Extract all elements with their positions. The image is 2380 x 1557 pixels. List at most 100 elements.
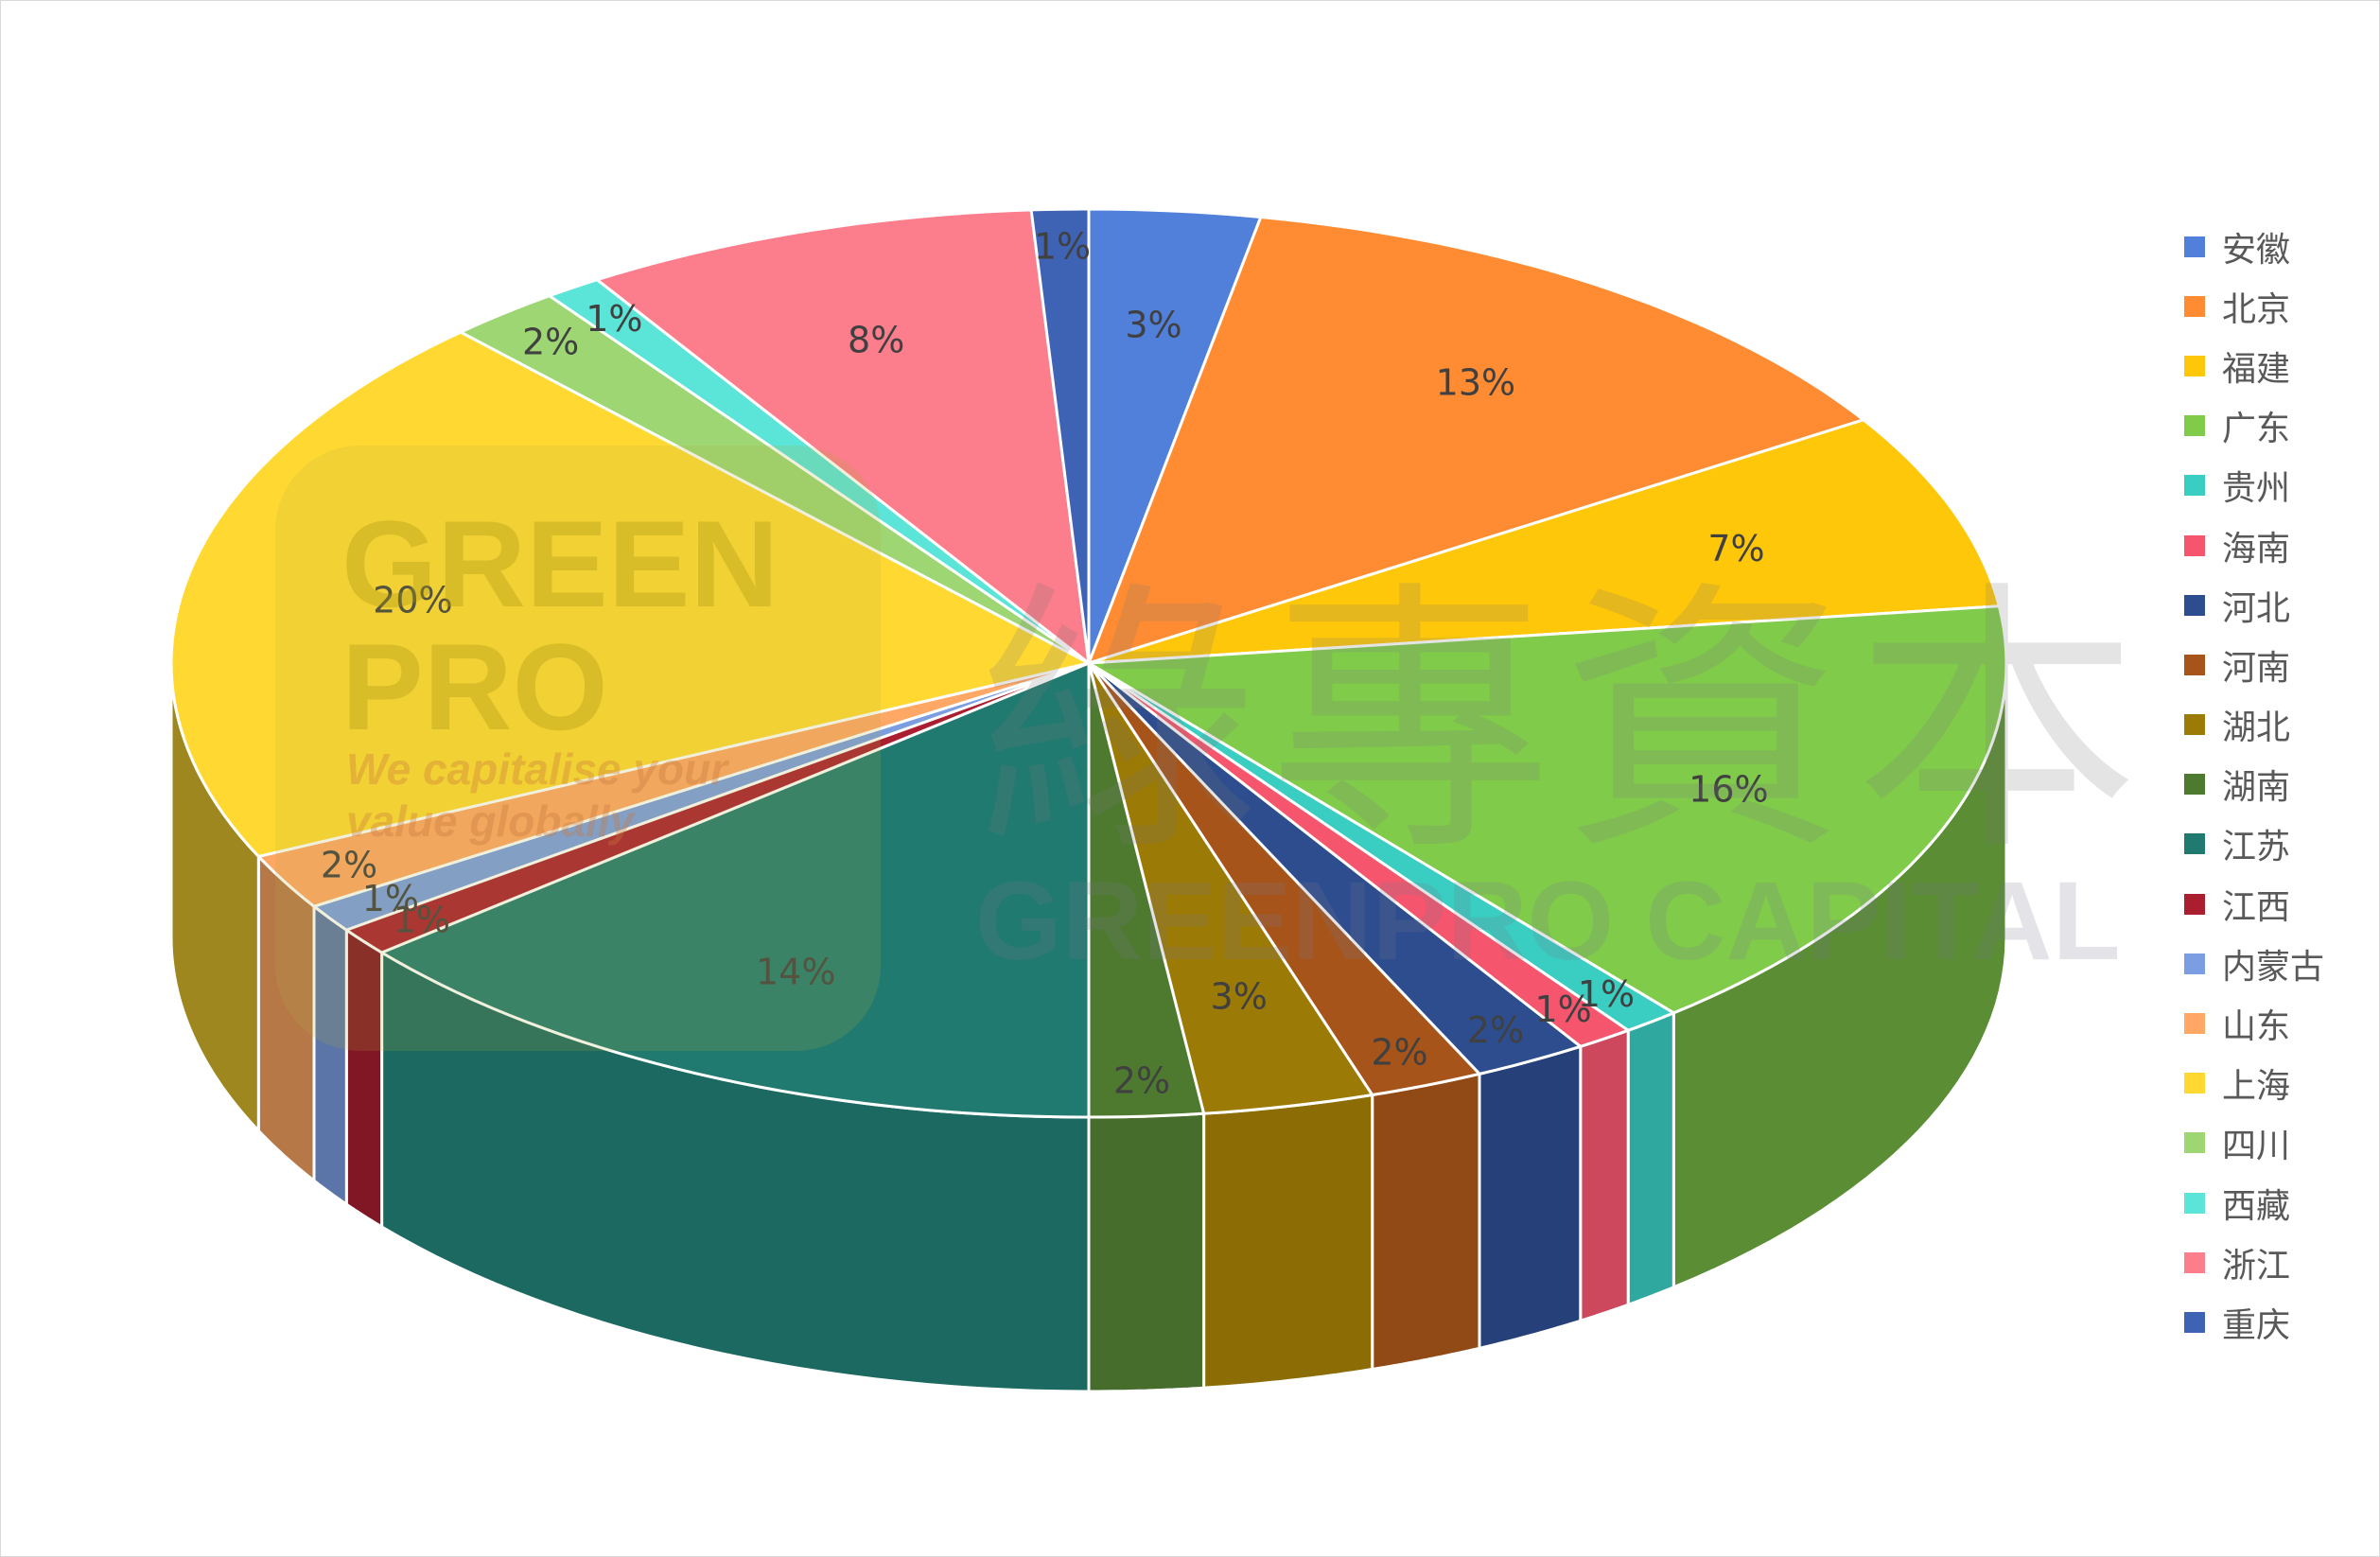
slice-side-9 xyxy=(1087,1111,1206,1393)
data-label: 1% xyxy=(362,878,419,919)
data-label: 2% xyxy=(1113,1060,1170,1102)
data-label: 1% xyxy=(1034,226,1091,268)
legend-item[interactable]: 海南 xyxy=(2184,516,2324,575)
legend-label: 江西 xyxy=(2222,887,2291,927)
legend-item[interactable]: 内蒙古 xyxy=(2184,934,2324,993)
legend-swatch xyxy=(2184,1251,2205,1273)
legend-swatch xyxy=(2184,893,2205,915)
slice-side-8 xyxy=(1202,1093,1374,1390)
legend-item[interactable]: 湖南 xyxy=(2184,755,2324,814)
legend-label: 四川 xyxy=(2222,1127,2291,1166)
data-label: 1% xyxy=(1578,973,1635,1015)
slice-side-11 xyxy=(344,927,384,1230)
data-label: 2% xyxy=(1371,1032,1427,1074)
slice-北京[interactable] xyxy=(1086,215,1867,666)
legend-label: 浙江 xyxy=(2222,1246,2291,1286)
data-label: 7% xyxy=(1707,528,1764,569)
slice-side-5 xyxy=(1579,1028,1630,1323)
legend-item[interactable]: 湖北 xyxy=(2184,695,2324,755)
legend-swatch xyxy=(2184,295,2205,317)
legend-swatch xyxy=(2184,534,2205,556)
legend-label: 海南 xyxy=(2222,529,2291,569)
legend-label: 广东 xyxy=(2222,410,2291,449)
slice-江苏[interactable] xyxy=(378,660,1091,1119)
legend-label: 安徽 xyxy=(2222,230,2291,270)
data-label: 1% xyxy=(1534,988,1591,1030)
legend-label: 山东 xyxy=(2222,1007,2291,1047)
slice-重庆[interactable] xyxy=(1029,207,1091,664)
legend-swatch xyxy=(2184,475,2205,497)
slice-浙江[interactable] xyxy=(593,208,1091,667)
slice-side-4 xyxy=(1626,1010,1675,1307)
data-label: 13% xyxy=(1436,361,1515,403)
legend-swatch xyxy=(2184,774,2205,796)
legend-item[interactable]: 上海 xyxy=(2184,1054,2324,1113)
slice-广东[interactable] xyxy=(1084,604,2008,1015)
data-label: 8% xyxy=(848,320,904,361)
legend-label: 北京 xyxy=(2222,289,2291,329)
slice-side-12 xyxy=(312,903,348,1207)
legend-swatch xyxy=(2184,415,2205,437)
data-label: 2% xyxy=(1467,1009,1524,1051)
slice-山东[interactable] xyxy=(255,661,1090,908)
legend-label: 河北 xyxy=(2222,588,2291,628)
data-label: 1% xyxy=(586,298,642,340)
data-label: 2% xyxy=(522,322,579,363)
legend-swatch xyxy=(2184,1132,2205,1154)
legend-swatch xyxy=(2184,953,2205,974)
slice-福建[interactable] xyxy=(1088,418,2002,665)
legend-label: 福建 xyxy=(2222,349,2291,389)
legend-label: 贵州 xyxy=(2222,469,2291,509)
legend-label: 西藏 xyxy=(2222,1186,2291,1226)
legend-swatch xyxy=(2184,654,2205,675)
data-label: 2% xyxy=(321,845,377,886)
legend-item[interactable]: 广东 xyxy=(2184,396,2324,456)
slice-湖南[interactable] xyxy=(1087,662,1206,1119)
legend-item[interactable]: 贵州 xyxy=(2184,456,2324,516)
legend-label: 湖南 xyxy=(2222,768,2291,808)
slice-side-6 xyxy=(1478,1044,1583,1351)
data-label: 3% xyxy=(1211,975,1268,1017)
legend-item[interactable]: 山东 xyxy=(2184,993,2324,1053)
legend-swatch xyxy=(2184,594,2205,616)
legend-swatch xyxy=(2184,1013,2205,1035)
legend-swatch xyxy=(2184,1073,2205,1094)
legend-swatch xyxy=(2184,714,2205,736)
slice-河南[interactable] xyxy=(1087,661,1482,1097)
legend-swatch xyxy=(2184,1192,2205,1214)
legend-item[interactable]: 浙江 xyxy=(2184,1233,2324,1292)
legend-item[interactable]: 江西 xyxy=(2184,874,2324,934)
slice-四川[interactable] xyxy=(457,294,1090,665)
slice-上海[interactable] xyxy=(169,330,1094,859)
data-label: 20% xyxy=(373,580,452,621)
legend-swatch xyxy=(2184,236,2205,257)
data-label: 16% xyxy=(1689,769,1768,811)
slice-side-13 xyxy=(256,852,316,1184)
legend-item[interactable]: 福建 xyxy=(2184,336,2324,395)
slice-side-7 xyxy=(1371,1072,1481,1372)
legend-item[interactable]: 北京 xyxy=(2184,276,2324,336)
data-label: 14% xyxy=(756,952,835,993)
legend-swatch xyxy=(2184,355,2205,376)
legend-label: 河南 xyxy=(2222,648,2291,688)
legend-swatch xyxy=(2184,1311,2205,1333)
legend: 安徽北京福建广东贵州海南河北河南湖北湖南江苏江西内蒙古山东上海四川西藏浙江重庆 xyxy=(2184,217,2324,1353)
slice-湖北[interactable] xyxy=(1087,662,1375,1115)
legend-label: 江苏 xyxy=(2222,828,2291,867)
legend-item[interactable]: 安徽 xyxy=(2184,217,2324,276)
legend-label: 内蒙古 xyxy=(2222,947,2325,987)
legend-item[interactable]: 河北 xyxy=(2184,575,2324,635)
legend-item[interactable]: 江苏 xyxy=(2184,814,2324,874)
data-label: 1% xyxy=(394,900,450,941)
legend-label: 上海 xyxy=(2222,1067,2291,1107)
legend-item[interactable]: 重庆 xyxy=(2184,1292,2324,1352)
legend-label: 重庆 xyxy=(2222,1305,2291,1345)
legend-item[interactable]: 四川 xyxy=(2184,1113,2324,1173)
legend-item[interactable]: 河南 xyxy=(2184,635,2324,694)
legend-label: 湖北 xyxy=(2222,709,2291,748)
legend-item[interactable]: 西藏 xyxy=(2184,1173,2324,1233)
slice-河北[interactable] xyxy=(1087,661,1584,1076)
data-label: 3% xyxy=(1125,305,1181,346)
